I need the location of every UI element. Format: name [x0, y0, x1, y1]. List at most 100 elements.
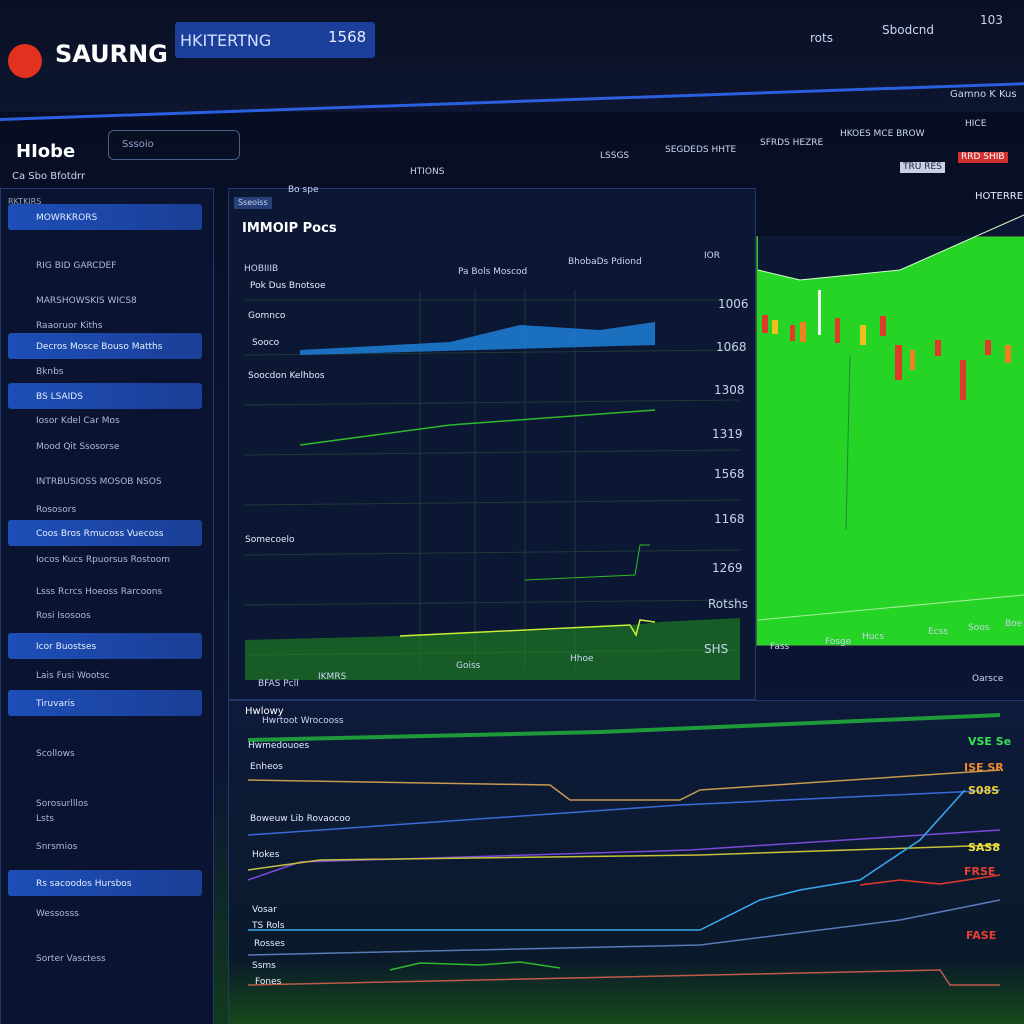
- x-label: Soos: [968, 623, 990, 633]
- sidebar-item[interactable]: Snrsmios: [36, 842, 78, 852]
- sidebar-item[interactable]: Raaoruor Kiths: [36, 321, 103, 331]
- sidebar-item[interactable]: Decros Mosce Bouso Matths: [36, 342, 163, 352]
- right-spike: [845, 354, 851, 531]
- chip: RRD SHIB: [958, 152, 1008, 163]
- x-label: IKMRS: [318, 672, 347, 682]
- x-label: Fosge: [825, 637, 852, 647]
- series-label: Vosar: [252, 905, 277, 915]
- step-line: [524, 544, 650, 581]
- sidebar-item[interactable]: Rososors: [36, 505, 77, 515]
- sidebar-item[interactable]: Lsts: [36, 814, 54, 824]
- highlight-bar[interactable]: [8, 204, 202, 230]
- x-label: Hucs: [862, 632, 885, 642]
- sidebar-item[interactable]: Iocos Kucs Rpuorsus Rostoom: [36, 555, 170, 565]
- sidebar-item[interactable]: Bknbs: [36, 367, 64, 377]
- sidebar-item[interactable]: Sorosurlllos: [36, 799, 89, 809]
- series-label: Hokes: [252, 850, 280, 860]
- toolbar-tab[interactable]: HTIONS: [410, 167, 445, 177]
- toolbar-tab[interactable]: HICE: [965, 119, 987, 129]
- toolbar-tab[interactable]: SFRDS HEZRE: [760, 138, 824, 148]
- y-label: 1269: [712, 561, 743, 575]
- panel-title: HOTERRE: [975, 191, 1024, 202]
- tab-badge: 1568: [328, 28, 367, 46]
- sidebar-item[interactable]: Iosor Kdel Car Mos: [36, 416, 120, 426]
- series-label: Fones: [255, 977, 282, 987]
- sidebar-item[interactable]: Rosi Isosoos: [36, 611, 91, 621]
- highlight-bar[interactable]: [8, 870, 202, 896]
- sidebar-item[interactable]: Scollows: [36, 749, 75, 759]
- series-label: Hwmedouoes: [248, 741, 310, 751]
- sidebar-item[interactable]: MARSHOWSKIS WICS8: [36, 296, 137, 306]
- value-label: FRSE: [964, 865, 996, 878]
- series-label: TS Rols: [252, 921, 285, 931]
- y-label: SHS: [704, 642, 729, 656]
- top-bar: [0, 0, 1024, 112]
- series-label: Ssms: [252, 961, 276, 971]
- sidebar-item[interactable]: INTRBUSIOSS MOSOB NSOS: [36, 477, 162, 487]
- sidebar-item[interactable]: Tiruvaris: [36, 699, 75, 709]
- panel-title: Hwlowy: [245, 706, 284, 717]
- sidebar-item[interactable]: Lsss Rcrcs Hoeoss Rarcoons: [36, 587, 163, 597]
- chip: TRU RES: [900, 162, 945, 173]
- highlight-bar[interactable]: [8, 383, 202, 409]
- sidebar-item[interactable]: Sorter Vasctess: [36, 954, 106, 964]
- sidebar-item[interactable]: BS LSAIDS: [36, 392, 83, 402]
- series-label: Enheos: [250, 762, 283, 772]
- right-baseline: [757, 594, 1024, 621]
- main-panel: [228, 188, 756, 700]
- highlight-bar[interactable]: [8, 633, 202, 659]
- sidebar-item[interactable]: Icor Buostses: [36, 642, 97, 652]
- tab-box[interactable]: [175, 22, 375, 58]
- toolbar-subtitle: Ca Sbo Bfotdrr: [12, 171, 86, 182]
- y-label: 1068: [716, 340, 747, 354]
- toolbar-tab[interactable]: HKOES MCE BROW: [840, 129, 925, 139]
- nav-item[interactable]: 103: [980, 13, 1003, 27]
- highlight-bar[interactable]: [8, 690, 202, 716]
- x-label: Ecss: [928, 627, 949, 637]
- x-label: Fass: [770, 642, 790, 652]
- area-green: [245, 618, 740, 680]
- value-label: FASE: [966, 929, 997, 942]
- nav-item[interactable]: rots: [810, 31, 833, 45]
- sidebar-item[interactable]: RIG BID GARCDEF: [36, 261, 117, 271]
- y-label: 1168: [714, 512, 745, 526]
- row-label: Sooco: [252, 338, 280, 348]
- user-name: Gamno K Kus: [950, 89, 1017, 100]
- value-label: SAS8: [968, 841, 1001, 854]
- filter: HOBIIIB: [244, 264, 279, 274]
- x-label: Hhoe: [570, 654, 594, 664]
- search-box[interactable]: [108, 130, 240, 160]
- brand: SAURNG: [55, 40, 168, 68]
- line-series: [299, 409, 656, 446]
- panel-subtitle: Hwrtoot Wrocooss: [262, 716, 344, 726]
- sidebar-item[interactable]: Rs sacoodos Hursbos: [36, 879, 132, 889]
- row-label: Soocdon Kelhbos: [248, 371, 325, 381]
- toolbar-tab[interactable]: LSSGS: [600, 151, 630, 161]
- toolbar-title: HIobe: [16, 141, 76, 162]
- x-label: Boe: [1005, 619, 1023, 629]
- sidebar-item[interactable]: Coos Bros Rmucoss Vuecoss: [36, 529, 164, 539]
- panel-tab: Bo spe: [288, 185, 319, 195]
- right-top-line: [757, 214, 1024, 281]
- footer-label: Oarsce: [972, 674, 1004, 684]
- filter: BhobaDs Pdiond: [568, 257, 642, 267]
- sidebar-item[interactable]: MOWRKRORS: [36, 213, 98, 223]
- row-label: Gomnco: [248, 311, 286, 321]
- panel-title: IMMOIP Pocs: [242, 221, 337, 236]
- logo: [8, 44, 42, 78]
- sidebar-item[interactable]: Lais Fusi Wootsc: [36, 671, 110, 681]
- toolbar-tab[interactable]: SEGDEDS HHTE: [665, 145, 737, 155]
- sidebar-section: RKTKIRS: [8, 197, 42, 206]
- tab-label: HKITERTNG: [180, 31, 272, 50]
- x-label: BFAS Pcll: [258, 679, 299, 689]
- y-label: Rotshs: [708, 597, 748, 611]
- chip: Sseoiss: [234, 197, 272, 209]
- y-label: 1568: [714, 467, 745, 481]
- sidebar-item[interactable]: Wessosss: [36, 909, 79, 919]
- sidebar-item[interactable]: Mood Qit Ssosorse: [36, 442, 120, 452]
- nav-item[interactable]: Sbodcnd: [882, 23, 935, 37]
- highlight-bar[interactable]: [8, 520, 202, 546]
- right-top-fill: [758, 215, 1024, 280]
- highlight-bar[interactable]: [8, 333, 202, 359]
